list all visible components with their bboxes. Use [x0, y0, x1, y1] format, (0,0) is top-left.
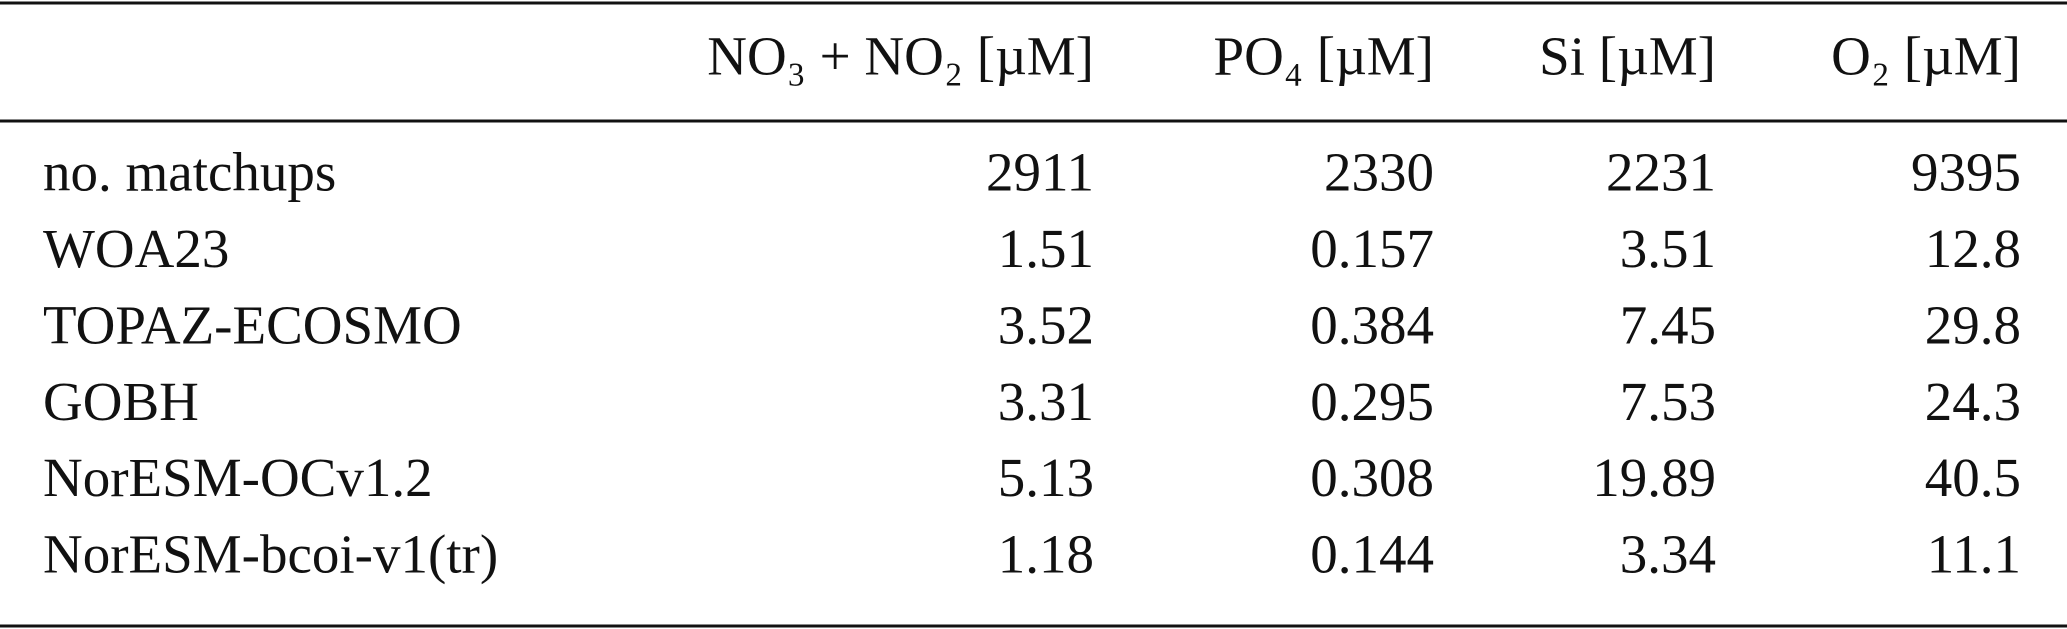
- cell-value: 3.31: [998, 371, 1094, 432]
- row-label: NorESM-OCv1.2: [43, 447, 433, 508]
- cell-value: 3.34: [1620, 524, 1716, 585]
- row-label: WOA23: [43, 218, 229, 279]
- cell-value: 9395: [1911, 142, 2021, 203]
- cell-value: 2911: [986, 142, 1094, 203]
- cell-value: 7.53: [1620, 371, 1716, 432]
- row-label: TOPAZ-ECOSMO: [43, 294, 462, 355]
- cell-value: 0.308: [1310, 447, 1434, 508]
- column-header: O₂ [µM]: [1831, 26, 2021, 87]
- cell-value: 0.295: [1310, 371, 1434, 432]
- cell-value: 7.45: [1620, 294, 1716, 355]
- column-header: Si [µM]: [1539, 26, 1716, 87]
- cell-value: 0.384: [1310, 294, 1434, 355]
- row-label: GOBH: [43, 371, 199, 432]
- cell-value: 40.5: [1925, 447, 2021, 508]
- cell-value: 1.18: [998, 524, 1094, 585]
- row-label: no. matchups: [43, 142, 336, 203]
- cell-value: 1.51: [998, 218, 1094, 279]
- cell-value: 12.8: [1925, 218, 2021, 279]
- cell-value: 11.1: [1927, 524, 2021, 585]
- cell-value: 3.51: [1620, 218, 1716, 279]
- cell-value: 19.89: [1592, 447, 1716, 508]
- cell-value: 2330: [1324, 142, 1434, 203]
- column-header: PO₄ [µM]: [1214, 26, 1434, 87]
- cell-value: 0.157: [1310, 218, 1434, 279]
- cell-value: 0.144: [1310, 524, 1434, 585]
- cell-value: 3.52: [998, 294, 1094, 355]
- cell-value: 24.3: [1925, 371, 2021, 432]
- column-header: NO₃ + NO₂ [µM]: [707, 26, 1094, 87]
- cell-value: 5.13: [998, 447, 1094, 508]
- row-label: NorESM-bcoi-v1(tr): [43, 524, 498, 585]
- cell-value: 29.8: [1925, 294, 2021, 355]
- cell-value: 2231: [1606, 142, 1716, 203]
